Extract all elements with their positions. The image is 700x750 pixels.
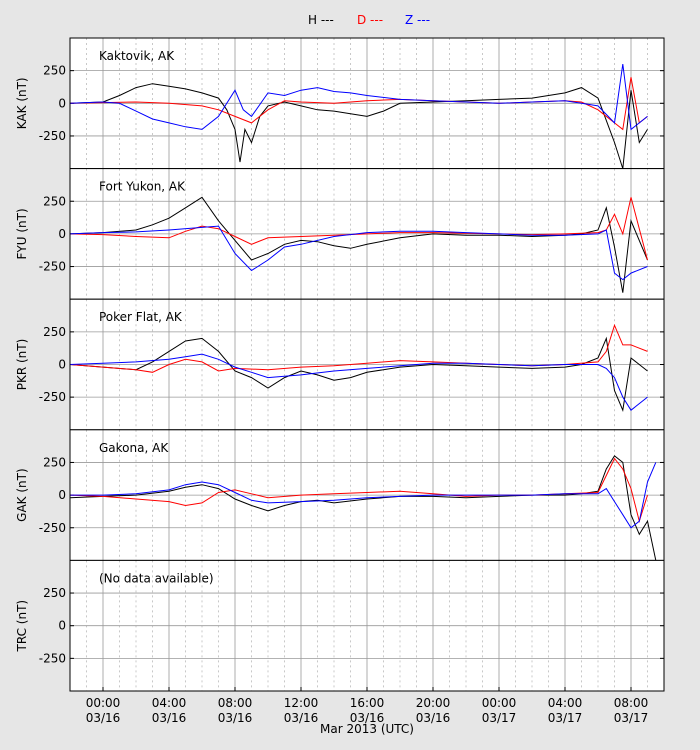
x-tick-date: 03/16 [86, 711, 121, 725]
y-axis-label: FYU (nT) [15, 208, 29, 259]
x-tick-time: 04:00 [152, 696, 187, 710]
y-axis-label: PKR (nT) [15, 339, 29, 391]
series-d-line [70, 323, 648, 373]
series-z-line [70, 462, 657, 529]
series-group [70, 64, 648, 169]
series-z-line [70, 225, 648, 281]
panel-trc: 250 0 -250 (No data available) TRC (nT) [15, 559, 665, 692]
x-tick-time: 20:00 [416, 696, 451, 710]
series-group [70, 455, 657, 561]
series-h-line [70, 455, 657, 561]
x-tick-date: 03/17 [548, 711, 583, 725]
x-tick-time: 08:00 [218, 696, 253, 710]
x-axis: 00:0003/1604:0003/1608:0003/1612:0003/16… [86, 687, 649, 725]
legend-entry-z: Z --- [405, 13, 430, 27]
y-tick-label: 0 [58, 358, 66, 372]
x-tick-date: 03/16 [416, 711, 451, 725]
x-tick-date: 03/16 [284, 711, 319, 725]
series-h-line [70, 83, 648, 169]
series-z-line [70, 353, 648, 411]
x-tick-date: 03/16 [152, 711, 187, 725]
y-tick-label: -250 [39, 521, 66, 535]
y-tick-label: -250 [39, 129, 66, 143]
y-axis-label: KAK (nT) [15, 77, 29, 129]
y-tick-label: 250 [43, 586, 66, 600]
x-tick-date: 03/17 [482, 711, 517, 725]
x-tick-time: 12:00 [284, 696, 319, 710]
panel-pkr: 250 0 -250 Poker Flat, AK PKR (nT) [15, 298, 665, 431]
series-z-line [70, 64, 648, 131]
panel-gak: 250 0 -250 Gakona, AK GAK (nT) [15, 429, 665, 561]
station-label: Fort Yukon, AK [99, 180, 186, 194]
x-tick-date: 03/17 [614, 711, 649, 725]
y-axis-label: TRC (nT) [15, 600, 29, 653]
station-label: Poker Flat, AK [99, 310, 183, 324]
y-tick-label: 250 [43, 455, 66, 469]
x-tick-date: 03/16 [350, 711, 385, 725]
station-label: (No data available) [99, 571, 214, 585]
legend-entry-h: H --- [308, 13, 334, 27]
y-tick-label: 250 [43, 194, 66, 208]
x-tick-time: 08:00 [614, 696, 649, 710]
series-h-line [70, 196, 648, 293]
y-tick-label: 250 [43, 64, 66, 78]
x-tick-time: 04:00 [548, 696, 583, 710]
x-tick-time: 00:00 [86, 696, 121, 710]
y-tick-label: -250 [39, 390, 66, 404]
series-group [70, 323, 648, 413]
station-label: Gakona, AK [99, 441, 169, 455]
panel-kak: 250 0 -250 Kaktovik, AK KAK (nT) [15, 37, 665, 170]
y-tick-label: 0 [58, 488, 66, 502]
series-h-line [70, 336, 648, 413]
station-label: Kaktovik, AK [99, 49, 175, 63]
series-d-line [70, 457, 648, 524]
series-group [70, 196, 648, 293]
y-tick-label: 250 [43, 325, 66, 339]
x-tick-time: 00:00 [482, 696, 517, 710]
legend-entry-d: D --- [357, 13, 383, 27]
panel-fyu: 250 0 -250 Fort Yukon, AK FYU (nT) [15, 168, 665, 300]
legend: H --- D --- Z --- [308, 13, 430, 27]
y-tick-label: -250 [39, 260, 66, 274]
y-tick-label: 0 [58, 96, 66, 110]
y-tick-label: 0 [58, 619, 66, 633]
y-axis-label: GAK (nT) [15, 468, 29, 521]
y-tick-label: 0 [58, 227, 66, 241]
x-tick-date: 03/16 [218, 711, 253, 725]
panels: 250 0 -250 Kaktovik, AK KAK (nT) 250 0 -250 Fort… [15, 37, 665, 692]
x-axis-label: Mar 2013 (UTC) [320, 722, 414, 736]
y-tick-label: -250 [39, 651, 66, 665]
x-tick-time: 16:00 [350, 696, 385, 710]
